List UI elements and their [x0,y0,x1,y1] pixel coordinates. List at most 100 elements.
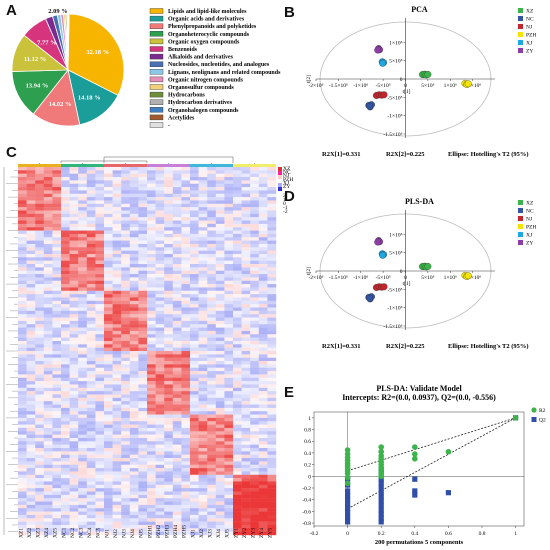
heatmap-cell [172,347,182,352]
heatmap-cell [86,391,96,395]
heatmap-cell [95,177,105,181]
heatmap-cell [112,401,122,405]
heatmap-cell [43,170,53,174]
heatmap-cell [138,253,148,258]
panel-label-d: D [284,188,295,205]
heatmap-cell [155,193,165,198]
heatmap-cell [267,243,277,248]
heatmap-cell [198,427,208,432]
heatmap-cell [95,250,105,255]
heatmap-cell [95,334,105,338]
heatmap-cell [233,193,242,198]
heatmap-cell [69,528,79,532]
heatmap-cell [43,391,53,395]
heatmap-cell [258,374,268,378]
group-legend-label: XZ [526,201,534,207]
heatmap-cell [43,264,53,268]
legend-swatch [149,31,164,37]
heatmap-cell [112,190,122,194]
heatmap-cell [18,357,27,362]
heatmap-cell [215,491,225,496]
heatmap-cell [52,394,62,399]
x-tick-label: -1×10⁶ [353,275,368,281]
heatmap-cell [86,314,96,318]
heatmap-cell [104,310,113,315]
heatmap-cell [172,334,182,338]
heatmap-cell [104,434,113,439]
heatmap-cell [78,334,87,338]
heatmap-cell [181,304,191,308]
heatmap-cell [121,404,130,409]
heatmap-cell [112,197,122,201]
heatmap-cell [35,310,44,315]
heatmap-cell [172,488,182,492]
heatmap-cell [52,217,62,221]
heatmap-cell [155,344,165,348]
heatmap-cell [258,524,268,529]
heatmap-cell [18,524,27,529]
heatmap-cell [198,170,208,174]
heatmap-cell [43,407,53,412]
heatmap-cell [207,330,216,335]
heatmap-cell [78,468,87,472]
heatmap-cell [95,361,105,365]
heatmap-cell [43,284,53,288]
legend-label: Lipids and lipid-like molecules [168,9,247,15]
heatmap-cell [129,351,139,355]
heatmap-cell [258,243,268,248]
heatmap-cell [78,177,87,181]
heatmap-cell [172,498,182,502]
heatmap-cell [129,183,139,188]
heatmap-cell [35,217,44,221]
heatmap-cell [250,190,259,194]
heatmap-cell [35,240,44,245]
heatmap-cell [121,307,130,312]
heatmap-cell [207,444,216,449]
heatmap-cell [258,411,268,415]
group-legend-label: XJ [526,233,533,239]
heatmap-group-legend: XZ [283,166,291,172]
heatmap-cell [258,237,268,241]
heatmap-cell [224,203,234,208]
heatmap-cell [241,324,251,328]
heatmap-cell [78,324,87,328]
heatmap-cell [26,170,36,174]
heatmap-cell [250,411,259,415]
heatmap-cell [18,471,27,475]
heatmap-cell [164,407,173,412]
heatmap-cell [18,327,27,332]
heatmap-cell [138,427,148,432]
heatmap-cell [61,324,70,328]
x-axis-label: t[1] [403,89,411,95]
heatmap-cell [112,421,122,425]
heatmap-cell [35,197,44,201]
heatmap-cell [61,253,70,258]
heatmap-cell [104,300,113,305]
y-tick-label: -0.2 [302,486,311,492]
pie-percent-label: 13.94 % [26,83,49,90]
score-point-zy [374,46,382,54]
heatmap-cell [172,177,182,181]
heatmap-cell [112,253,122,258]
heatmap-cell [215,187,225,191]
heatmap-cell [258,504,268,509]
heatmap-cell [26,280,36,285]
heatmap-cell [164,458,173,462]
heatmap-cell [35,351,44,355]
heatmap-cell [18,217,27,221]
heatmap-cell [207,367,216,372]
heatmap-cell [61,531,70,536]
heatmap-cell [164,468,173,472]
heatmap-cell [112,207,122,211]
q2-point [378,480,384,486]
heatmap-cell [181,458,191,462]
column-label: XJ4 [216,529,222,538]
heatmap-cell [198,448,208,452]
heatmap-cell [147,427,156,432]
heatmap-cell [43,340,53,345]
heatmap-cell [241,494,251,499]
heatmap-cell [258,230,268,235]
heatmap-cell [155,340,165,345]
heatmap-cell [95,437,105,442]
heatmap-cell [78,518,87,522]
